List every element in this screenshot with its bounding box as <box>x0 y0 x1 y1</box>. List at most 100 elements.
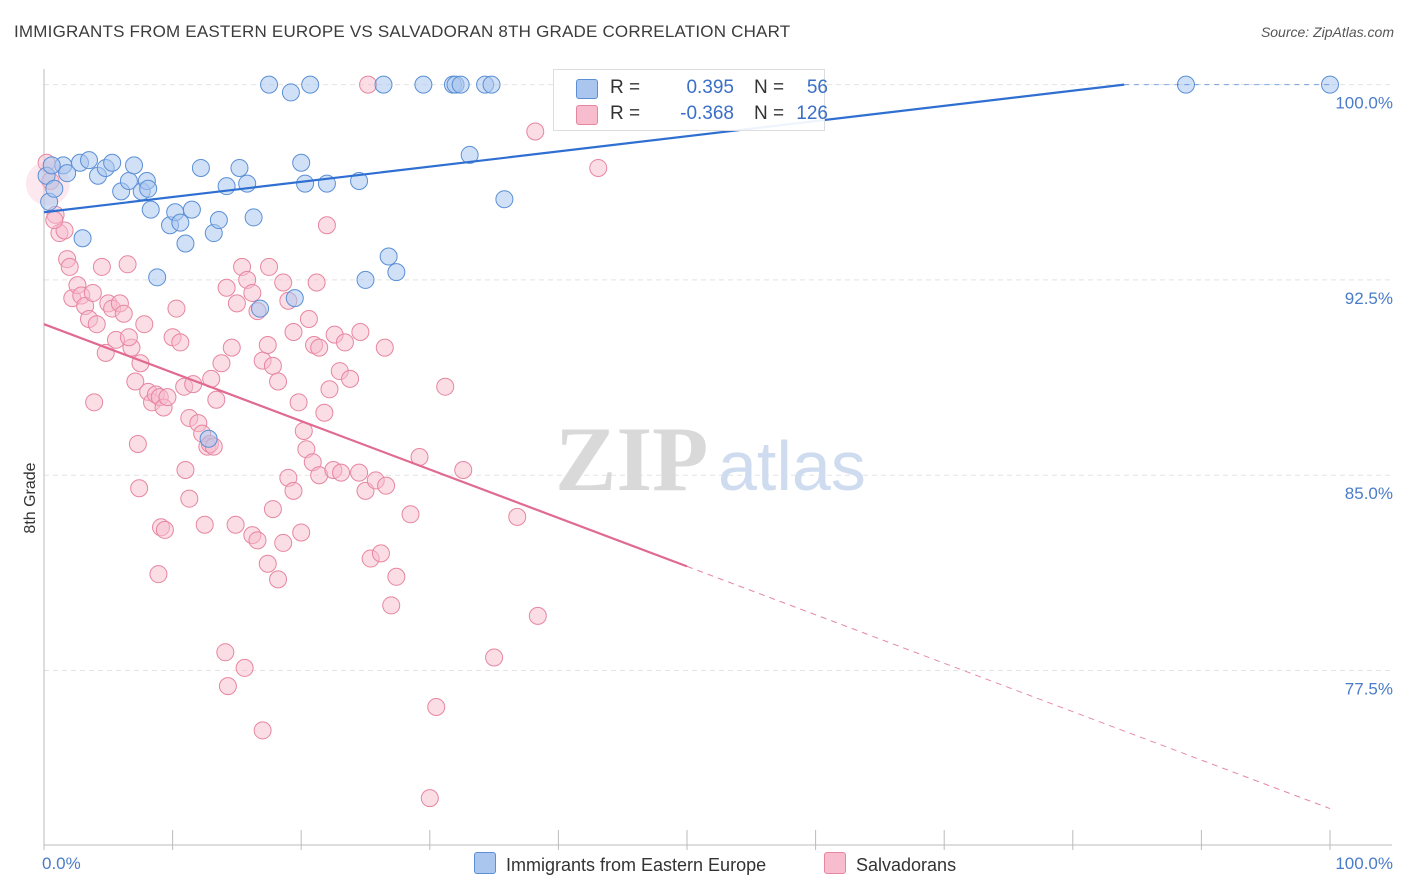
eastern-europe-point <box>139 179 158 198</box>
salvadoran-point <box>371 544 390 563</box>
chart-title: IMMIGRANTS FROM EASTERN EUROPE VS SALVAD… <box>14 22 791 41</box>
legend-item-salvadorans[interactable]: Salvadorans <box>824 852 956 876</box>
salvadoran-point <box>171 333 190 352</box>
salvadoran-point <box>292 523 311 542</box>
y-tick-label: 85.0% <box>1345 484 1393 503</box>
salvadoran-point <box>299 309 318 328</box>
salvadoran-point <box>128 434 147 453</box>
salvadoran-point <box>60 257 79 276</box>
eastern-europe-point <box>495 190 514 209</box>
eastern-europe-point <box>244 208 263 227</box>
salvadoran-point <box>341 369 360 388</box>
salvadoran-point <box>207 390 226 409</box>
eastern-europe-point <box>80 151 99 170</box>
eastern-europe-point <box>58 164 77 183</box>
eastern-europe-trend-line <box>43 83 1125 214</box>
eastern-europe-point <box>73 229 92 248</box>
salvadoran-point <box>218 677 237 696</box>
r-value: 0.395 <box>686 77 734 98</box>
salvadoran-point <box>126 372 145 391</box>
legend-item-eastern-europe[interactable]: Immigrants from Eastern Europe <box>474 852 766 876</box>
salvadoran-point <box>85 393 104 412</box>
salvadoran-point <box>217 278 236 297</box>
salvadoran-point <box>436 377 455 396</box>
salvadoran-point <box>149 565 168 584</box>
salvadoran-point <box>130 479 149 498</box>
salvadoran-point <box>119 328 138 347</box>
salvadoran-point <box>222 338 241 357</box>
salvadoran-point <box>263 356 282 375</box>
eastern-europe-point <box>460 145 479 164</box>
salvadoran-point <box>589 158 608 177</box>
salvadoran-point <box>258 554 277 573</box>
eastern-europe-point <box>230 158 249 177</box>
eastern-europe-point <box>301 75 320 94</box>
salvadoran-point <box>274 273 293 292</box>
salvadoran-point <box>269 372 288 391</box>
salvadoran-point <box>485 648 504 667</box>
salvadoran-point <box>258 336 277 355</box>
salvadoran-point <box>253 721 272 740</box>
eastern-europe-point <box>176 234 195 253</box>
salvadoran-point <box>227 294 246 313</box>
eastern-europe-point <box>350 171 369 190</box>
salvadoran-point <box>167 299 186 318</box>
salvadoran-point <box>226 515 245 534</box>
eastern-europe-point <box>103 153 122 172</box>
salvadoran-point <box>427 697 446 716</box>
eastern-europe-point <box>148 268 167 287</box>
salvadoran-point <box>351 323 370 342</box>
salvadoran-point <box>176 461 195 480</box>
salvadoran-point <box>310 338 329 357</box>
salvadoran-point <box>135 315 154 334</box>
salvadoran-point <box>284 481 303 500</box>
eastern-europe-point <box>356 270 375 289</box>
eastern-europe-point <box>281 83 300 102</box>
eastern-europe-point <box>374 75 393 94</box>
legend-label: Immigrants from Eastern Europe <box>506 855 767 875</box>
salvadoran-point <box>235 658 254 677</box>
pink-swatch <box>576 105 598 125</box>
salvadoran-trend-extension <box>686 565 1331 810</box>
salvadoran-point <box>87 315 106 334</box>
eastern-europe-point <box>42 156 61 175</box>
watermark: ZIP atlas <box>555 408 866 510</box>
tick-labels: 77.5% 85.0% 92.5% 100.0% 0.0% 100.0% <box>42 94 1393 873</box>
n-label: N = <box>754 103 785 124</box>
eastern-europe-point <box>171 213 190 232</box>
salvadoran-point <box>315 403 334 422</box>
eastern-europe-point <box>182 200 201 219</box>
salvadoran-point <box>359 75 378 94</box>
eastern-europe-point <box>482 75 501 94</box>
salvadoran-point <box>83 283 102 302</box>
eastern-europe-point <box>292 153 311 172</box>
salvadoran-point <box>248 531 267 550</box>
eastern-europe-point <box>387 263 406 282</box>
salvadoran-point <box>216 643 235 662</box>
x-tick-label: 100.0% <box>1335 854 1393 873</box>
blue-swatch <box>576 79 598 99</box>
y-tick-label: 100.0% <box>1335 94 1393 113</box>
salvadoran-point <box>92 257 111 276</box>
salvadoran-point <box>114 304 133 323</box>
eastern-europe-point <box>199 429 218 448</box>
source-label: Source: ZipAtlas.com <box>1260 24 1394 40</box>
salvadoran-point <box>269 570 288 589</box>
y-axis-label: 8th Grade <box>22 462 39 533</box>
salvadoran-point <box>317 216 336 235</box>
salvadoran-point <box>335 333 354 352</box>
r-label: R = <box>610 77 641 98</box>
eastern-europe-point <box>451 75 470 94</box>
salvadoran-point <box>420 789 439 808</box>
salvadoran-point <box>289 393 308 412</box>
salvadoran-point <box>180 489 199 508</box>
eastern-europe-point <box>45 179 64 198</box>
salvadoran-point <box>284 323 303 342</box>
salvadoran-point <box>243 283 262 302</box>
eastern-europe-point <box>1321 75 1339 94</box>
salvadoran-point <box>195 515 214 534</box>
salvadoran-trend-line <box>43 323 688 568</box>
eastern-europe-point <box>296 174 315 193</box>
salvadoran-point <box>307 273 326 292</box>
salvadoran-point <box>382 596 401 615</box>
